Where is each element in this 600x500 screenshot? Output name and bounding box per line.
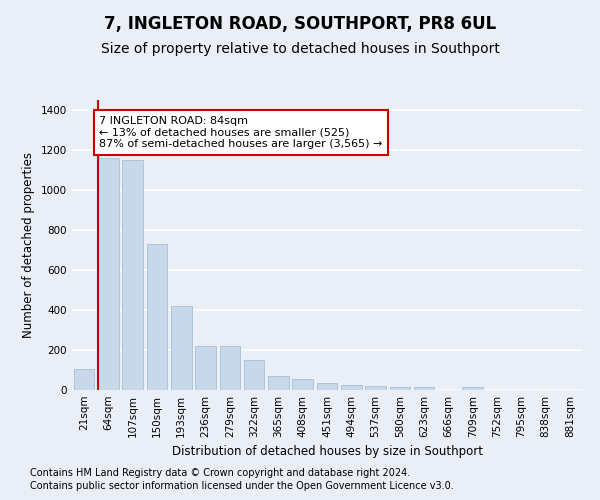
Bar [268,376,289,390]
Bar [98,158,119,390]
Text: Contains HM Land Registry data © Crown copyright and database right 2024.: Contains HM Land Registry data © Crown c… [30,468,410,477]
X-axis label: Distribution of detached houses by size in Southport: Distribution of detached houses by size … [172,446,482,458]
Bar [414,387,434,390]
Bar [244,360,265,390]
Bar [317,383,337,390]
Text: 7 INGLETON ROAD: 84sqm
← 13% of detached houses are smaller (525)
87% of semi-de: 7 INGLETON ROAD: 84sqm ← 13% of detached… [99,116,383,149]
Bar [341,385,362,390]
Y-axis label: Number of detached properties: Number of detached properties [22,152,35,338]
Text: Size of property relative to detached houses in Southport: Size of property relative to detached ho… [101,42,499,56]
Bar [171,306,191,390]
Text: Contains public sector information licensed under the Open Government Licence v3: Contains public sector information licen… [30,481,454,491]
Bar [463,387,483,390]
Bar [195,346,216,390]
Bar [365,386,386,390]
Bar [146,244,167,390]
Bar [220,346,240,390]
Text: 7, INGLETON ROAD, SOUTHPORT, PR8 6UL: 7, INGLETON ROAD, SOUTHPORT, PR8 6UL [104,15,496,33]
Bar [389,387,410,390]
Bar [122,160,143,390]
Bar [292,379,313,390]
Bar [74,369,94,390]
